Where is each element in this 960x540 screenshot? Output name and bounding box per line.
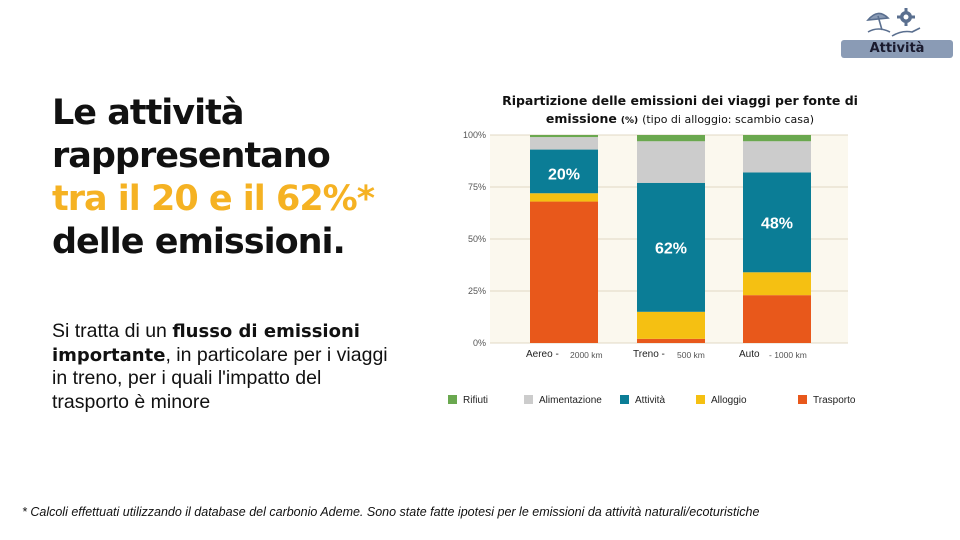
- headline-accent: tra il 20 e il 62%*: [52, 179, 375, 219]
- data-label: 48%: [761, 215, 793, 232]
- stacked-bar-chart: 100% 75% 50% 25% 0% 20% Aereo - 2000 km 62% Treno…: [448, 130, 856, 406]
- legend-label: Attività: [635, 395, 665, 406]
- y-tick-label: 0%: [473, 338, 486, 348]
- bar-segment-trasporto: [743, 295, 811, 343]
- section-badge: Attività: [841, 40, 953, 58]
- headline-line-2: rappresentano: [52, 136, 331, 176]
- bar-segment-attività: [637, 182, 705, 312]
- bar-segment-alloggio: [637, 311, 705, 339]
- bar-segment-rifiuti: [530, 135, 598, 138]
- y-tick-label: 25%: [468, 286, 486, 296]
- legend-swatch-alimentazione: [524, 395, 533, 404]
- chart-subtitle: (tipo di alloggio: scambio casa): [642, 113, 815, 126]
- body-text-end: , in particolare per i viaggi in treno, …: [52, 343, 388, 413]
- x-tick-label: Auto: [739, 349, 760, 360]
- bar-segment-alimentazione: [637, 141, 705, 183]
- footnote: * Calcoli effettuati utilizzando il data…: [22, 505, 760, 519]
- legend-swatch-attività: [620, 395, 629, 404]
- data-label: 62%: [655, 240, 687, 257]
- x-tick-sublabel: 500 km: [677, 350, 705, 360]
- activity-icons: [866, 8, 921, 37]
- legend-swatch-alloggio: [696, 395, 705, 404]
- chart-title-unit: (%): [620, 116, 639, 126]
- bar-segment-attività: [743, 172, 811, 273]
- gear-icon: [897, 8, 915, 26]
- x-tick-sublabel: 2000 km: [570, 350, 603, 360]
- beach-umbrella-icon: [866, 12, 891, 33]
- x-tick-sublabel: - 1000 km: [769, 350, 807, 360]
- hand-icon: [891, 27, 921, 37]
- y-tick-label: 75%: [468, 182, 486, 192]
- legend-label: Alloggio: [711, 395, 747, 406]
- bar-segment-alloggio: [743, 272, 811, 296]
- headline-line-1: Le attività: [52, 93, 244, 133]
- legend-label: Alimentazione: [539, 395, 602, 406]
- chart-title: Ripartizione delle emissioni dei viaggi …: [490, 92, 870, 130]
- x-tick-label: Aereo -: [526, 349, 559, 360]
- bar-segment-rifiuti: [743, 135, 811, 142]
- bar-segment-trasporto: [530, 201, 598, 343]
- legend-label: Trasporto: [813, 395, 856, 406]
- bar-segment-alloggio: [530, 193, 598, 202]
- body-paragraph: Si tratta di un flusso di emissioni impo…: [52, 320, 392, 414]
- bar-segment-attività: [530, 149, 598, 194]
- bar-segment-alimentazione: [743, 141, 811, 173]
- chart-title-line-1: Ripartizione delle emissioni dei viaggi …: [502, 93, 858, 108]
- legend-swatch-rifiuti: [448, 395, 457, 404]
- body-text-bold: flusso di emissioni importante: [52, 321, 360, 366]
- body-text-start: Si tratta di un: [52, 320, 173, 342]
- y-tick-label: 50%: [468, 234, 486, 244]
- y-tick-label: 100%: [463, 130, 486, 140]
- legend-swatch-trasporto: [798, 395, 807, 404]
- chart-title-line-2: emissione: [545, 111, 617, 126]
- bar-segment-alimentazione: [530, 137, 598, 150]
- headline: Le attività rappresentano tra il 20 e il…: [52, 92, 432, 264]
- bar-segment-trasporto: [637, 338, 705, 343]
- legend-label: Rifiuti: [463, 395, 488, 406]
- bar-segment-rifiuti: [637, 135, 705, 142]
- headline-line-4: delle emissioni.: [52, 222, 346, 262]
- data-label: 20%: [548, 167, 580, 184]
- x-tick-label: Treno -: [633, 349, 665, 360]
